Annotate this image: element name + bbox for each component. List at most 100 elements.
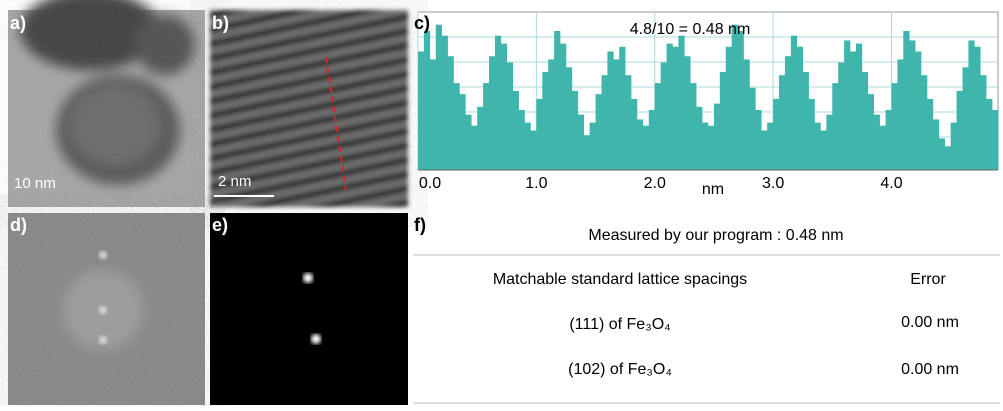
bar [577,114,585,170]
table-cell: 0.00 nm [901,361,959,378]
bar [483,83,490,170]
bar [879,125,886,170]
bar [447,56,454,170]
profile-line [325,56,347,191]
table-cell: (102) of Fe₃O₄ [568,361,672,378]
bar [506,62,513,171]
bar [897,59,904,170]
bar [826,114,833,170]
bar [631,98,638,170]
bar [696,106,703,170]
image-e [210,213,408,405]
bar [554,30,561,171]
annotation: 4.8/10 = 0.48 nm [630,21,751,38]
bar [932,119,940,170]
panel-label: f) [414,215,426,235]
bar [518,109,525,170]
bar [690,83,697,170]
bar [684,56,691,170]
bar [850,51,857,170]
table-title: Measured by our program : 0.48 nm [588,227,843,244]
bar [992,109,999,170]
bar [702,122,709,170]
bar [648,109,656,170]
bar [832,83,839,170]
bar [459,94,466,170]
bar [708,125,715,170]
bar [915,51,922,170]
bar [571,91,579,170]
bar [548,59,555,170]
bar [542,72,549,170]
profile-chart: 0.0 1.0 2.0 3.0 4.0 4.8/10 = 0.48 nm nm [417,11,999,198]
bar [731,24,738,170]
bar [524,122,531,170]
bar [891,83,898,170]
bar [613,59,620,170]
panel-label: e) [212,215,228,235]
bar [589,122,596,170]
bar [601,75,608,170]
panel-label: c) [414,13,430,33]
bar [909,40,916,170]
bar [725,46,732,171]
bar [749,87,756,170]
bar [779,75,786,170]
bar [986,98,993,170]
bar [755,109,762,170]
panel-label: d) [10,215,27,235]
bar [530,130,537,170]
bar [802,72,809,170]
bar [471,125,478,170]
x-tick-label: 1.0 [525,175,547,192]
x-tick-label: 2.0 [644,175,666,192]
bar [926,98,934,170]
scale-label: 10 nm [14,175,56,192]
bar [619,46,626,171]
bar [938,138,946,170]
bar [500,43,508,170]
scale-label: 2 nm [218,173,251,190]
bar [625,75,632,170]
bar [560,43,567,170]
bar [595,94,602,170]
image-d [8,213,205,405]
bar [583,135,590,170]
bar [855,43,863,170]
bar [477,106,484,170]
panel-label: a) [10,13,26,33]
bar [719,72,727,170]
panel-label: b) [212,13,229,33]
bar [418,51,425,170]
bar [903,30,910,171]
table-cell: (111) of Fe₃O₄ [569,316,670,333]
x-axis-label: nm [702,181,724,198]
bar [654,83,661,170]
bar [980,75,987,170]
bar [838,62,845,171]
bar [512,91,519,170]
bar [944,146,951,170]
bar [814,122,821,170]
bar [974,46,981,171]
bar [796,46,803,171]
image-a [8,0,205,207]
bar [767,122,774,170]
bar [885,109,892,170]
bar [773,98,780,170]
bar [607,51,614,170]
bar [784,56,792,170]
bar [921,75,928,170]
bar [441,35,448,171]
bar [950,122,957,170]
bar [713,103,721,170]
bar [968,40,975,170]
bar [678,35,685,171]
bar [672,46,679,171]
bar [666,43,673,170]
bar [873,114,880,170]
x-tick-label: 4.0 [880,175,902,192]
bar [956,91,963,170]
bar [435,24,442,170]
